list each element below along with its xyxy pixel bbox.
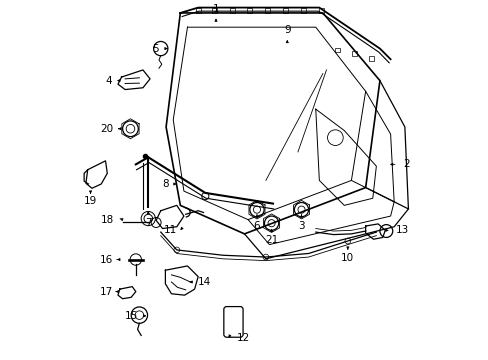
Bar [318,8,323,13]
Bar [211,8,216,13]
Text: 17: 17 [99,287,112,297]
Bar [229,8,234,13]
Text: 20: 20 [100,124,113,134]
Text: 9: 9 [284,25,290,35]
Text: 3: 3 [298,221,304,231]
Text: 16: 16 [100,255,113,265]
Bar [247,8,252,13]
Text: 8: 8 [162,179,168,189]
Text: 2: 2 [402,159,409,170]
Text: 18: 18 [101,215,114,225]
Bar [264,8,269,13]
Text: 5: 5 [152,44,159,54]
Bar [368,56,373,61]
Text: 11: 11 [164,225,177,235]
Text: 10: 10 [341,253,354,264]
Text: 21: 21 [264,235,278,244]
Bar [283,8,287,13]
Text: 4: 4 [105,76,112,86]
Bar [334,48,339,53]
Text: 14: 14 [197,277,210,287]
Bar [352,51,357,57]
Polygon shape [118,70,150,90]
Text: 19: 19 [84,197,97,207]
Text: 6: 6 [253,221,260,231]
Bar [300,8,305,13]
Bar [195,8,200,13]
Text: 7: 7 [144,218,151,228]
Text: 1: 1 [212,4,219,14]
Text: 13: 13 [395,225,408,235]
Text: 15: 15 [125,311,138,321]
Text: 12: 12 [236,333,249,343]
